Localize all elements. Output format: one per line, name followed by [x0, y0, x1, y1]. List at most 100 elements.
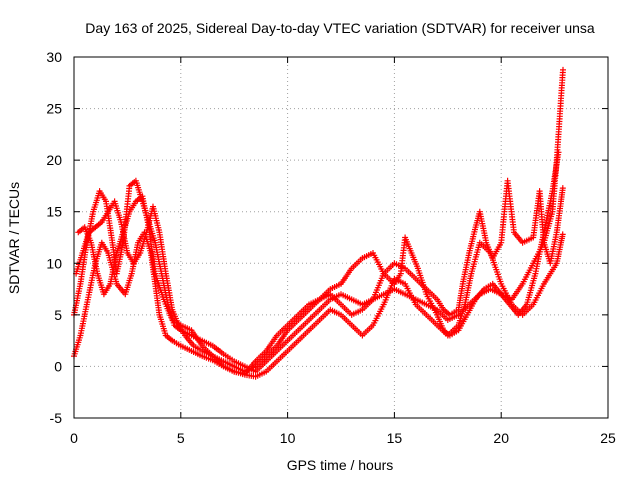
data-point-plus: [446, 328, 460, 339]
data-point-plus: [273, 323, 289, 339]
data-point-plus: [98, 239, 110, 254]
data-point-plus: [132, 194, 144, 205]
ticks: [73, 56, 609, 419]
data-point-plus: [158, 270, 171, 306]
data-point-plus: [111, 198, 124, 223]
data-point-plus: [536, 188, 547, 244]
data-point-plus: [412, 296, 428, 307]
data-point-plus: [139, 193, 152, 228]
data-point-plus: [188, 327, 204, 347]
data-point-plus: [252, 369, 268, 380]
data-point-plus: [511, 229, 525, 244]
data-point-plus: [92, 220, 104, 231]
y-tick-labels: -5 0 5 10 15 20 25 30: [46, 49, 62, 426]
data-point-plus: [440, 327, 452, 338]
data-point-plus: [476, 208, 489, 244]
data-point-plus: [130, 252, 142, 267]
x-axis-label: GPS time / hours: [287, 457, 394, 473]
data-point-plus: [481, 282, 494, 293]
data-point-plus: [498, 291, 512, 306]
data-point-plus: [423, 286, 439, 301]
data-point-plus: [199, 337, 214, 348]
data-point-plus: [273, 339, 289, 354]
y-tick-label: 15: [46, 204, 62, 220]
data-point-plus: [402, 291, 417, 302]
data-point-plus: [549, 149, 562, 195]
data-point-plus: [152, 270, 166, 300]
data-point-plus: [504, 177, 517, 233]
y-tick-label: 20: [46, 152, 62, 168]
data-point-plus: [88, 239, 100, 275]
data-point-plus: [338, 291, 353, 302]
data-point-plus: [306, 297, 321, 308]
data-point-plus: [558, 185, 566, 205]
x-tick-label: 15: [387, 430, 403, 446]
data-point-plus: [220, 358, 236, 369]
data-point-plus: [96, 188, 108, 203]
data-point-plus: [472, 287, 486, 303]
data-point-plus: [348, 307, 364, 318]
data-point-plus: [412, 275, 428, 291]
x-tick-label: 5: [177, 430, 185, 446]
data-point-plus: [523, 273, 538, 308]
data-point-plus: [440, 306, 452, 317]
data-point-plus: [86, 225, 97, 236]
data-point-plus: [273, 329, 290, 349]
data-point-plus: [284, 329, 300, 344]
data-point-plus: [137, 231, 149, 256]
data-point-plus: [126, 179, 138, 189]
data-point-plus: [120, 211, 132, 236]
data-point-plus: [306, 318, 321, 334]
data-point-plus: [150, 203, 162, 233]
y-tick-label: 0: [54, 358, 62, 374]
data-point-plus: [359, 298, 375, 313]
data-point-plus: [147, 250, 158, 285]
data-point-plus: [446, 308, 460, 318]
data-point-plus: [434, 296, 446, 311]
data-point-plus: [412, 301, 428, 317]
data-point-plus: [338, 311, 353, 327]
data-point-plus: [295, 303, 311, 318]
data-point-plus: [263, 344, 279, 360]
data-point-plus: [370, 272, 386, 303]
data-point-plus: [73, 252, 85, 277]
data-point-plus: [327, 291, 343, 306]
data-point-plus: [199, 342, 215, 358]
data-point-plus: [152, 280, 163, 316]
data-point-plus: [177, 322, 193, 333]
data-point-plus: [252, 354, 268, 370]
data-point-plus: [468, 242, 483, 277]
data-point-plus: [169, 337, 182, 348]
y-axis-label: SDTVAR / TECUs: [6, 182, 22, 294]
y-tick-label: 30: [46, 49, 62, 65]
data-point-plus: [100, 283, 112, 298]
data-point-plus: [263, 360, 279, 375]
data-point-plus: [190, 342, 203, 353]
data-point-plus: [113, 242, 126, 277]
data-point-plus: [402, 265, 417, 280]
data-point-plus: [284, 339, 300, 354]
data-point-plus: [252, 349, 268, 365]
data-point-plus: [380, 287, 396, 298]
data-point-plus: [338, 267, 354, 287]
data-point-plus: [152, 239, 165, 275]
data-point-plus: [519, 235, 535, 246]
data-point-plus: [295, 308, 311, 323]
plot-frame: [73, 56, 609, 419]
data-point-plus: [444, 312, 460, 323]
data-point-plus: [83, 262, 98, 308]
data-point-plus: [209, 353, 225, 368]
data-point-plus: [423, 311, 439, 327]
data-point-plus: [273, 349, 289, 365]
data-point-plus: [547, 231, 560, 267]
data-point-plus: [327, 281, 342, 293]
y-tick-label: 10: [46, 255, 62, 271]
data-point-plus: [156, 311, 169, 337]
data-point-plus: [77, 303, 90, 339]
data-point-plus: [455, 303, 471, 318]
data-point-plus: [434, 311, 446, 332]
data-point-plus: [231, 358, 246, 369]
data-point-plus: [402, 234, 414, 254]
data-point-plus: [466, 226, 478, 256]
